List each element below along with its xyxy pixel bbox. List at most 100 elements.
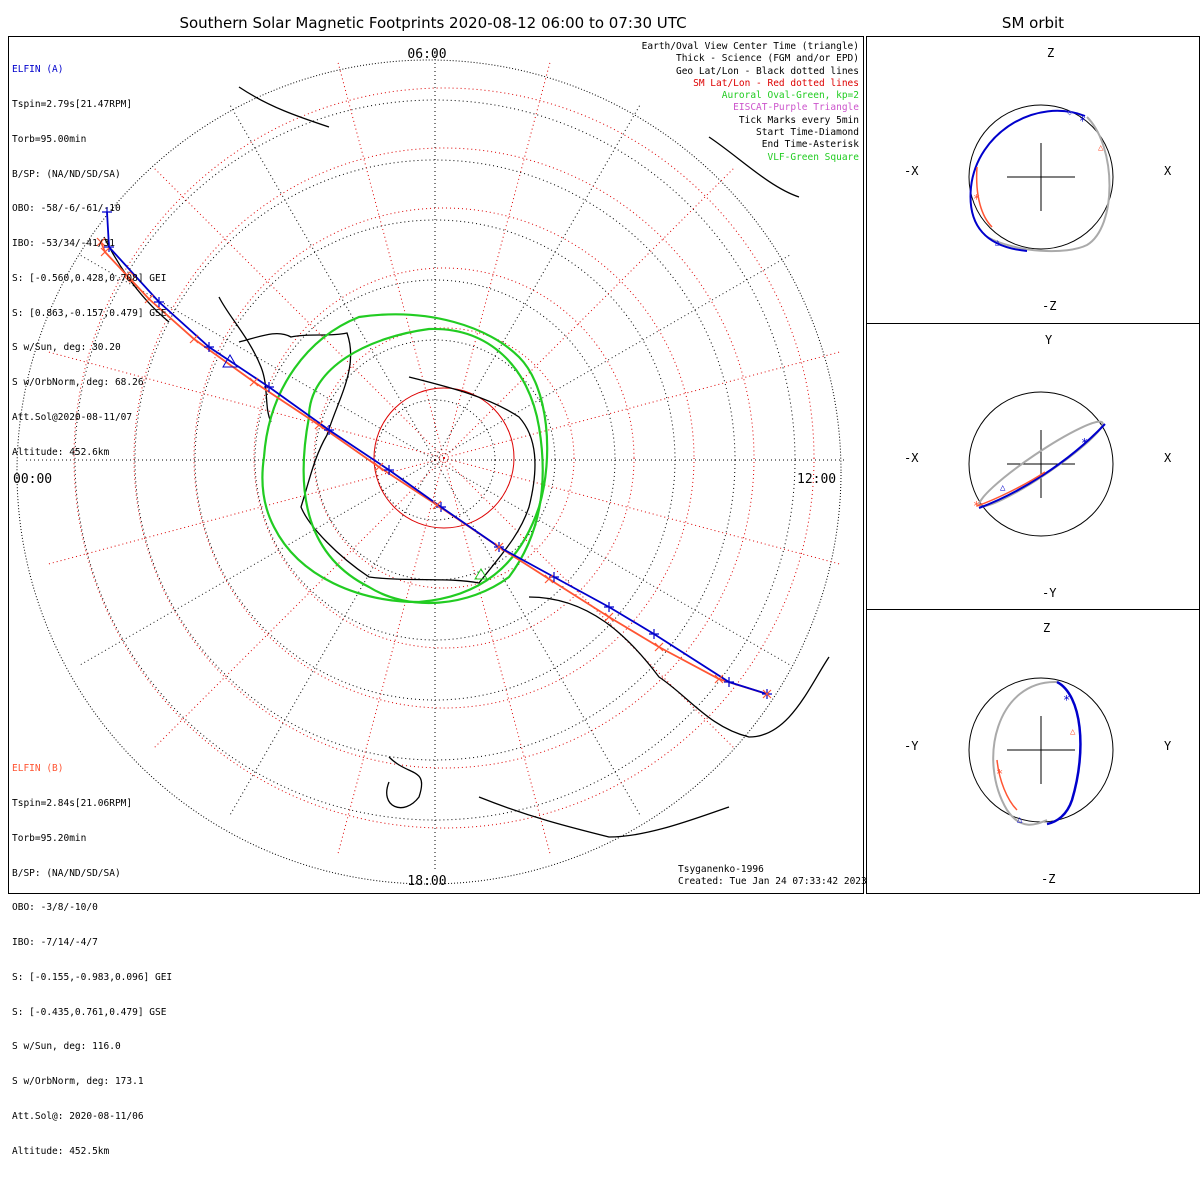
orbit-a-view-triangle: △ [1000, 483, 1006, 493]
elfin-a-track [106, 211, 768, 695]
credits: Tsyganenko-1996 Created: Tue Jan 24 07:33… [678, 864, 867, 888]
orbit-b-end-asterisk: * [996, 767, 1003, 781]
orbit-a-view-triangle: △ [1017, 815, 1023, 825]
orbit-title: SM orbit [1001, 14, 1065, 32]
elfin-b-line: Att.Sol@: 2020-08-11/06 [12, 1111, 144, 1122]
mlt-label-left: 00:00 [13, 472, 52, 487]
sm-lat-circle [253, 267, 635, 649]
map-boundary [16, 59, 842, 885]
sm-lat-circle [133, 147, 755, 769]
sm-lon-line [443, 457, 736, 750]
sm-lon-line [443, 59, 552, 459]
sm-lat-circle [73, 87, 815, 829]
coastline [708, 136, 800, 198]
axis-label-left: -Y [904, 739, 919, 753]
sm-lon-line [45, 457, 445, 566]
elfin-a-line: S w/Sun, deg: 30.20 [12, 342, 121, 354]
legend-entry: Auroral Oval-Green, kp=2 [721, 90, 859, 102]
elfin-a-line: Att.Sol@2020-08-11/07 [12, 412, 133, 423]
legend-entry: Thick - Science (FGM and/or EPD) [675, 53, 859, 65]
geo-lon-line [228, 459, 436, 818]
elfin-a-tick [649, 629, 659, 639]
footprint-map: 06:00 18:00 00:00 12:00 [13, 47, 847, 889]
orbit-b-arc [975, 166, 993, 228]
elfin-a-line: Altitude: 452.6km [12, 446, 110, 458]
model-label: Tsyganenko-1996 [678, 864, 764, 875]
orbit-a-end-asterisk: * [1063, 693, 1070, 707]
sm-lon-line [443, 166, 736, 459]
elfin-b-line: S w/OrbNorm, deg: 173.1 [12, 1076, 144, 1088]
orbit-b-view-triangle: △ [1070, 727, 1076, 737]
elfin-b-tick [432, 500, 442, 510]
legend-entry: End Time-Asterisk [761, 139, 859, 151]
sm-lat-circle [373, 387, 515, 529]
elfin-b-line: Tspin=2.84s[21.06RPM] [12, 797, 133, 809]
elfin-b-track [100, 241, 768, 695]
orbit-b-end-asterisk: * [973, 192, 980, 206]
coastlines [103, 86, 830, 838]
elfin-a-tick [154, 297, 164, 307]
elfin-b-info: ELFIN (B) Tspin=2.84s[21.06RPM] Torb=95.… [12, 740, 172, 1181]
elfin-a-tick [384, 465, 394, 475]
elfin-a-tick [724, 677, 734, 687]
axis-label-bottom: -Z [1042, 299, 1056, 313]
elfin-a-line: OBO: -58/-6/-61/-10 [12, 203, 121, 215]
orbit-xy-plot: Y -Y -X X * * △ [904, 333, 1172, 600]
elfin-b-tick [189, 334, 199, 344]
geo-lon-line [228, 102, 436, 461]
orbit-b-arc [976, 471, 1046, 507]
geo-lon-line [434, 459, 793, 667]
sm-lat-circle [193, 207, 695, 709]
sm-lon-line [443, 350, 843, 459]
elfin-b-tick [314, 420, 324, 430]
axis-label-left: -X [904, 451, 919, 465]
footprint-map-frame: 06:00 18:00 00:00 12:00 ELFIN (A) Tspin=… [8, 36, 864, 1157]
coastline [386, 756, 423, 809]
elfin-b-view-triangle [474, 568, 488, 580]
elfin-a-line: IBO: -53/34/-41/31 [12, 238, 115, 250]
orbit-a-end-asterisk: * [1079, 114, 1086, 128]
legend-entry: Geo Lat/Lon - Black dotted lines [675, 65, 859, 77]
plot-title: Southern Solar Magnetic Footprints 2020-… [179, 14, 687, 32]
elfin-b-line: Altitude: 452.5km [12, 1145, 110, 1157]
orbit-xz-plot: Z -Z -X X * * ◇ △ △ [904, 46, 1172, 313]
elfin-a-tick [324, 425, 334, 435]
elfin-b-tick [144, 294, 154, 304]
axis-label-top: Z [1043, 621, 1050, 635]
sm-lon-line [152, 457, 445, 750]
elfin-a-tick [104, 242, 114, 252]
legend-entry: SM Lat/Lon - Red dotted lines [693, 77, 859, 89]
sm-lon-line [152, 166, 445, 459]
elfin-b-name: ELFIN (B) [12, 763, 64, 775]
coastline [238, 332, 536, 584]
legend-entry: VLF-Green Square [767, 151, 859, 163]
auroral-oval [261, 313, 549, 605]
legend-entry: Tick Marks every 5min [738, 114, 859, 126]
orbit-yz-plot: Z -Z -Y Y * * △ △ [904, 621, 1172, 886]
elfin-b-line: Torb=95.20min [12, 832, 87, 844]
geo-lon-line [434, 459, 642, 818]
footprint-tracks [96, 207, 772, 699]
elfin-b-line: B/SP: (NA/ND/SD/SA) [12, 867, 121, 879]
orbit-a-trace [1046, 680, 1082, 826]
mlt-label-top: 06:00 [407, 47, 446, 62]
elfin-b-line: S: [-0.435,0.761,0.479] GSE [12, 1006, 167, 1018]
elfin-a-view-triangle [222, 354, 238, 368]
elfin-b-line: OBO: -3/8/-10/0 [12, 902, 98, 914]
elfin-b-line: IBO: -7/14/-4/7 [12, 937, 98, 949]
elfin-b-tick [654, 642, 664, 652]
orbit-panel-xz: Z -Z -X X * * ◇ △ △ [866, 36, 1200, 324]
axis-label-right: X [1164, 164, 1172, 178]
elfin-b-tick [604, 612, 614, 622]
legend: Earth/Oval View Center Time (triangle) T… [642, 41, 859, 164]
mlt-label-right: 12:00 [797, 472, 836, 487]
axis-label-bottom: -Y [1042, 586, 1057, 600]
elfin-a-tick [436, 502, 446, 512]
created-timestamp: Created: Tue Jan 24 07:33:42 2023 [678, 876, 867, 887]
orbit-b-start-diamond: ◇ [1067, 108, 1073, 118]
elfin-a-info: ELFIN (A) Tspin=2.79s[21.47RPM] Torb=95.… [12, 41, 166, 482]
elfin-a-line: S w/OrbNorm, deg: 68.26 [12, 377, 144, 389]
elfin-b-tick [249, 377, 259, 387]
elfin-b-tick [374, 462, 384, 472]
mlt-label-bottom: 18:00 [407, 874, 446, 889]
